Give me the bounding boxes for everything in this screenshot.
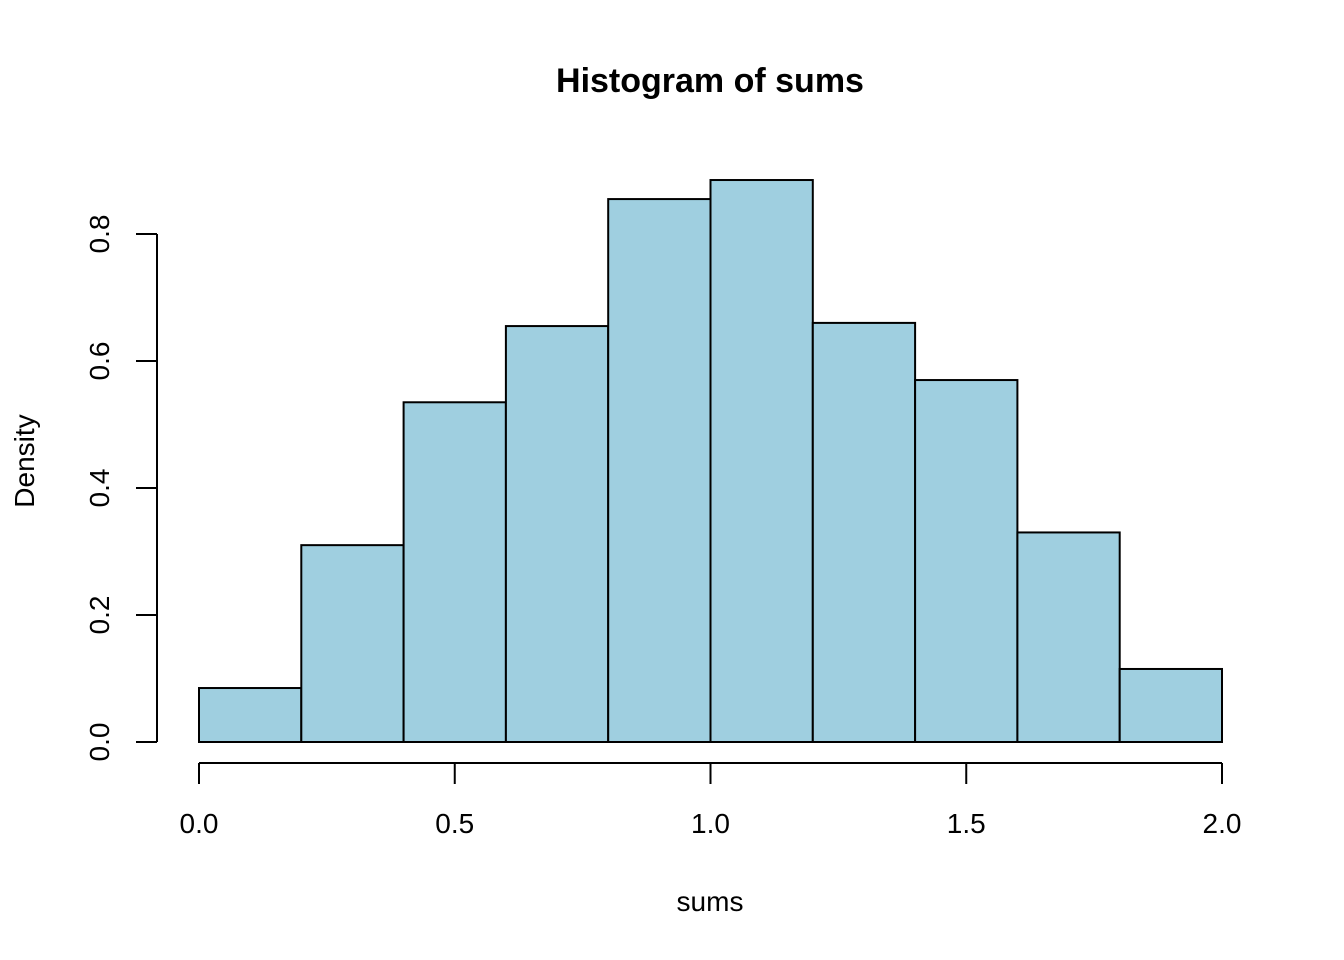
chart-title: Histogram of sums (556, 62, 864, 100)
histogram-bar-9 (1118, 667, 1223, 743)
bars-group (198, 179, 1223, 744)
histogram-bar-8 (1016, 531, 1121, 744)
x-tick-label: 0.5 (435, 808, 474, 839)
histogram-bar-1 (300, 544, 405, 744)
histogram-bar-2 (402, 401, 507, 743)
y-tick-label: 0.2 (84, 596, 115, 635)
x-tick-label: 1.0 (691, 808, 730, 839)
histogram-bar-4 (607, 198, 712, 743)
y-tick-label: 0.4 (84, 469, 115, 508)
histogram-bar-5 (709, 179, 814, 743)
y-tick-label: 0.6 (84, 342, 115, 381)
y-axis: 0.0 0.2 0.4 0.6 0.8 (84, 215, 158, 762)
x-axis-label: sums (677, 886, 744, 917)
y-tick-label: 0.0 (84, 723, 115, 762)
histogram-bar-0 (198, 687, 303, 744)
x-tick-label: 2.0 (1203, 808, 1242, 839)
histogram-bar-6 (811, 321, 917, 743)
histogram-bar-3 (504, 325, 610, 743)
y-tick-label: 0.8 (84, 215, 115, 254)
x-tick-label: 0.0 (180, 808, 219, 839)
x-axis: 0.0 0.5 1.0 1.5 2.0 (180, 762, 1242, 839)
x-tick-label: 1.5 (947, 808, 986, 839)
y-axis-label: Density (9, 414, 40, 507)
histogram-bar-7 (914, 379, 1019, 743)
